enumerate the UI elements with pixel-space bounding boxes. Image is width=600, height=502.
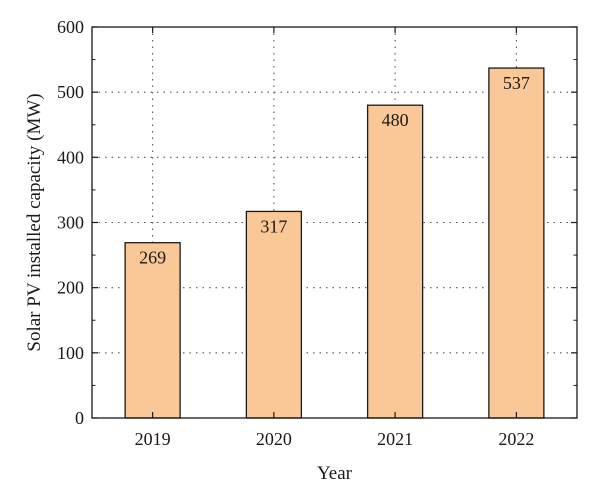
data-label-2022: 537: [503, 73, 530, 93]
y-axis-label: Solar PV installed capacity (MW): [24, 93, 45, 351]
data-label-2021: 480: [382, 110, 409, 130]
y-tick-label: 0: [75, 408, 84, 428]
plot-area-frame: [91, 26, 578, 419]
y-tick-label: 200: [57, 278, 84, 298]
bar-2020: [245, 210, 303, 419]
x-tick-label: 2020: [256, 429, 292, 449]
y-tick-label: 400: [57, 147, 84, 167]
data-label-2020: 317: [260, 216, 287, 236]
data-labels: 269 317 480 537: [139, 73, 530, 268]
x-axis-label: Year: [317, 463, 353, 484]
tick-labels: 0 100 200 300 400 500 600 2019 2020 2021 2022: [57, 17, 534, 449]
y-tick-label: 500: [57, 82, 84, 102]
x-tick-label: 2022: [498, 429, 534, 449]
x-tick-label: 2021: [377, 429, 413, 449]
x-tick-label: 2019: [135, 429, 171, 449]
bar-2022: [488, 67, 545, 419]
y-tick-label: 300: [57, 213, 84, 233]
y-tick-label: 100: [57, 343, 84, 363]
bar-2019: [124, 242, 181, 419]
bar-2021: [366, 104, 424, 419]
data-label-2019: 269: [139, 248, 166, 268]
y-tick-label: 600: [57, 17, 84, 37]
bars: [124, 67, 545, 419]
